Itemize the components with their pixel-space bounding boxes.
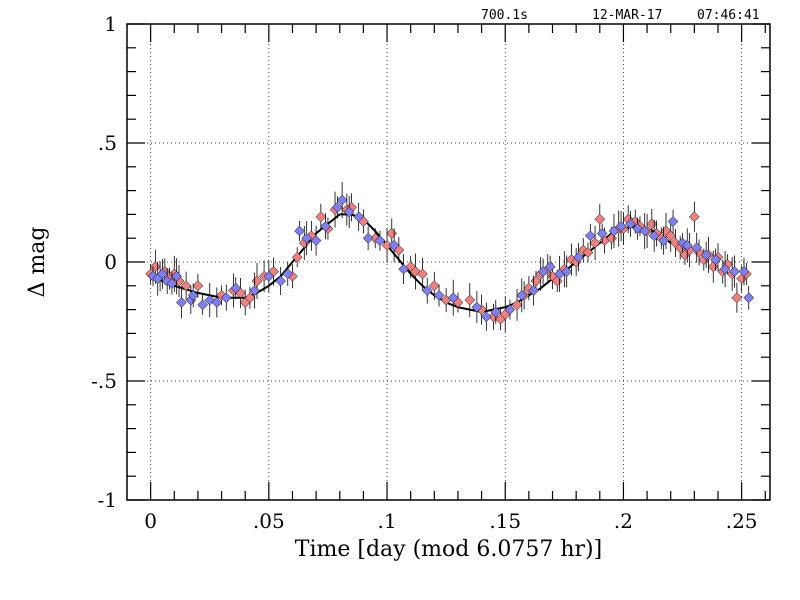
data-point <box>464 294 476 306</box>
data-point <box>180 280 192 292</box>
data-point <box>658 235 669 246</box>
data-point <box>608 225 620 237</box>
data-point <box>249 285 261 296</box>
header-date: 12-MAR-17 <box>592 8 663 23</box>
header-exposure: 700.1s <box>481 8 528 23</box>
data-point <box>176 297 187 308</box>
data-point <box>537 266 549 277</box>
data-point <box>343 206 355 218</box>
data-point <box>428 280 440 292</box>
data-point <box>433 289 445 301</box>
data-point <box>192 280 204 292</box>
data-point <box>447 292 459 304</box>
header-time: 07:46:41 <box>697 8 760 23</box>
data-point <box>398 263 409 275</box>
y-tick-label: 0 <box>104 250 117 274</box>
data-point <box>294 225 305 237</box>
x-tick-label: .05 <box>253 509 285 533</box>
data-point <box>263 270 275 282</box>
x-tick-label: 0 <box>144 509 157 533</box>
y-tick-label: .5 <box>98 131 117 155</box>
data-point <box>211 297 223 308</box>
data-point <box>166 278 178 289</box>
data-point <box>691 242 703 254</box>
data-point <box>490 306 502 318</box>
data-point <box>584 230 596 242</box>
data-point <box>516 289 528 301</box>
data-point <box>729 266 740 277</box>
data-point <box>362 232 374 244</box>
data-point <box>743 292 755 304</box>
data-point <box>244 292 256 304</box>
y-axis-label: Δ mag <box>25 227 50 298</box>
data-point <box>220 292 232 304</box>
data-point <box>171 270 182 282</box>
data-point <box>648 230 660 242</box>
data-point <box>639 225 651 237</box>
data-point <box>573 251 584 263</box>
data-point <box>320 220 331 232</box>
data-point <box>275 275 287 287</box>
data-point <box>388 239 400 251</box>
data-point <box>332 201 343 213</box>
data-point <box>625 218 636 230</box>
data-point <box>282 268 294 280</box>
data-point <box>310 235 322 246</box>
data-point <box>386 228 398 239</box>
data-point <box>197 299 209 311</box>
data-point <box>561 266 573 277</box>
data-point <box>594 213 606 225</box>
data-point <box>374 235 386 246</box>
x-axis-label: Time [day (mod 6.0757 hr)] <box>295 537 602 562</box>
data-point <box>528 285 539 296</box>
data-point <box>681 239 693 251</box>
data-point <box>589 237 601 249</box>
y-tick-label: -.5 <box>91 369 117 393</box>
data-point <box>738 266 750 277</box>
x-tick-label: .25 <box>726 509 758 533</box>
data-point <box>582 247 594 258</box>
data-point <box>615 220 627 232</box>
data-point <box>731 292 743 304</box>
data-point <box>381 239 393 251</box>
data-point <box>471 301 483 313</box>
data-point <box>417 268 428 280</box>
data-point <box>511 299 523 311</box>
data-point <box>421 285 433 296</box>
data-point <box>700 249 712 261</box>
data-point <box>504 304 516 315</box>
data-point <box>596 228 608 239</box>
data-point <box>353 211 365 223</box>
data-point <box>480 311 492 323</box>
data-point <box>301 232 313 244</box>
data-point <box>710 254 721 265</box>
data-point <box>230 282 242 294</box>
x-tick-label: .2 <box>614 509 633 533</box>
data-point <box>315 211 327 223</box>
data-point <box>667 216 679 227</box>
data-point <box>719 263 731 275</box>
y-tick-label: 1 <box>104 12 117 36</box>
x-tick-label: .15 <box>489 509 521 533</box>
data-point <box>336 194 348 206</box>
x-tick-label: .1 <box>377 509 396 533</box>
data-point <box>187 289 199 301</box>
data-point <box>688 211 700 223</box>
data-point <box>291 251 303 263</box>
y-tick-label: -1 <box>98 488 117 512</box>
data-point <box>157 268 168 280</box>
data-point <box>544 261 556 273</box>
